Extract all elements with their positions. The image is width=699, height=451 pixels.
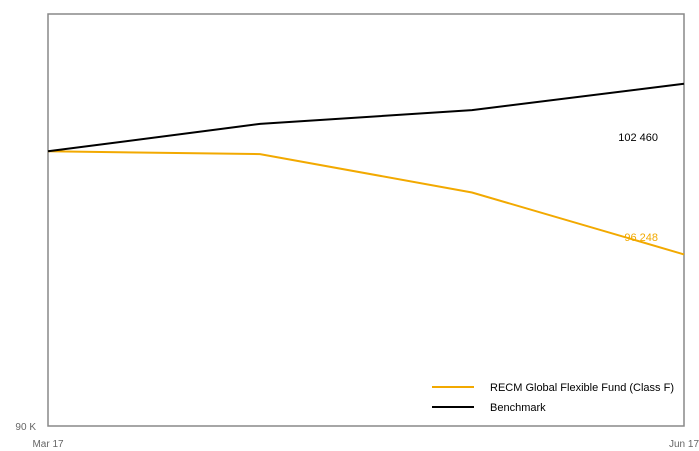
series-line-benchmark	[47, 82, 685, 153]
plot-frame	[47, 13, 685, 427]
series-line-fund	[47, 150, 685, 256]
x-tick-label: Jun 17	[669, 439, 699, 450]
end-label-fund: 96 248	[624, 232, 658, 244]
series-layer	[47, 82, 685, 256]
legend: RECM Global Flexible Fund (Class F) Benc…	[432, 382, 674, 414]
x-tick-label: Mar 17	[32, 439, 64, 450]
legend-label-fund: RECM Global Flexible Fund (Class F)	[490, 382, 674, 394]
legend-label-benchmark: Benchmark	[490, 402, 546, 414]
y-tick-label: 90 K	[15, 422, 36, 433]
end-label-benchmark: 102 460	[618, 132, 658, 144]
